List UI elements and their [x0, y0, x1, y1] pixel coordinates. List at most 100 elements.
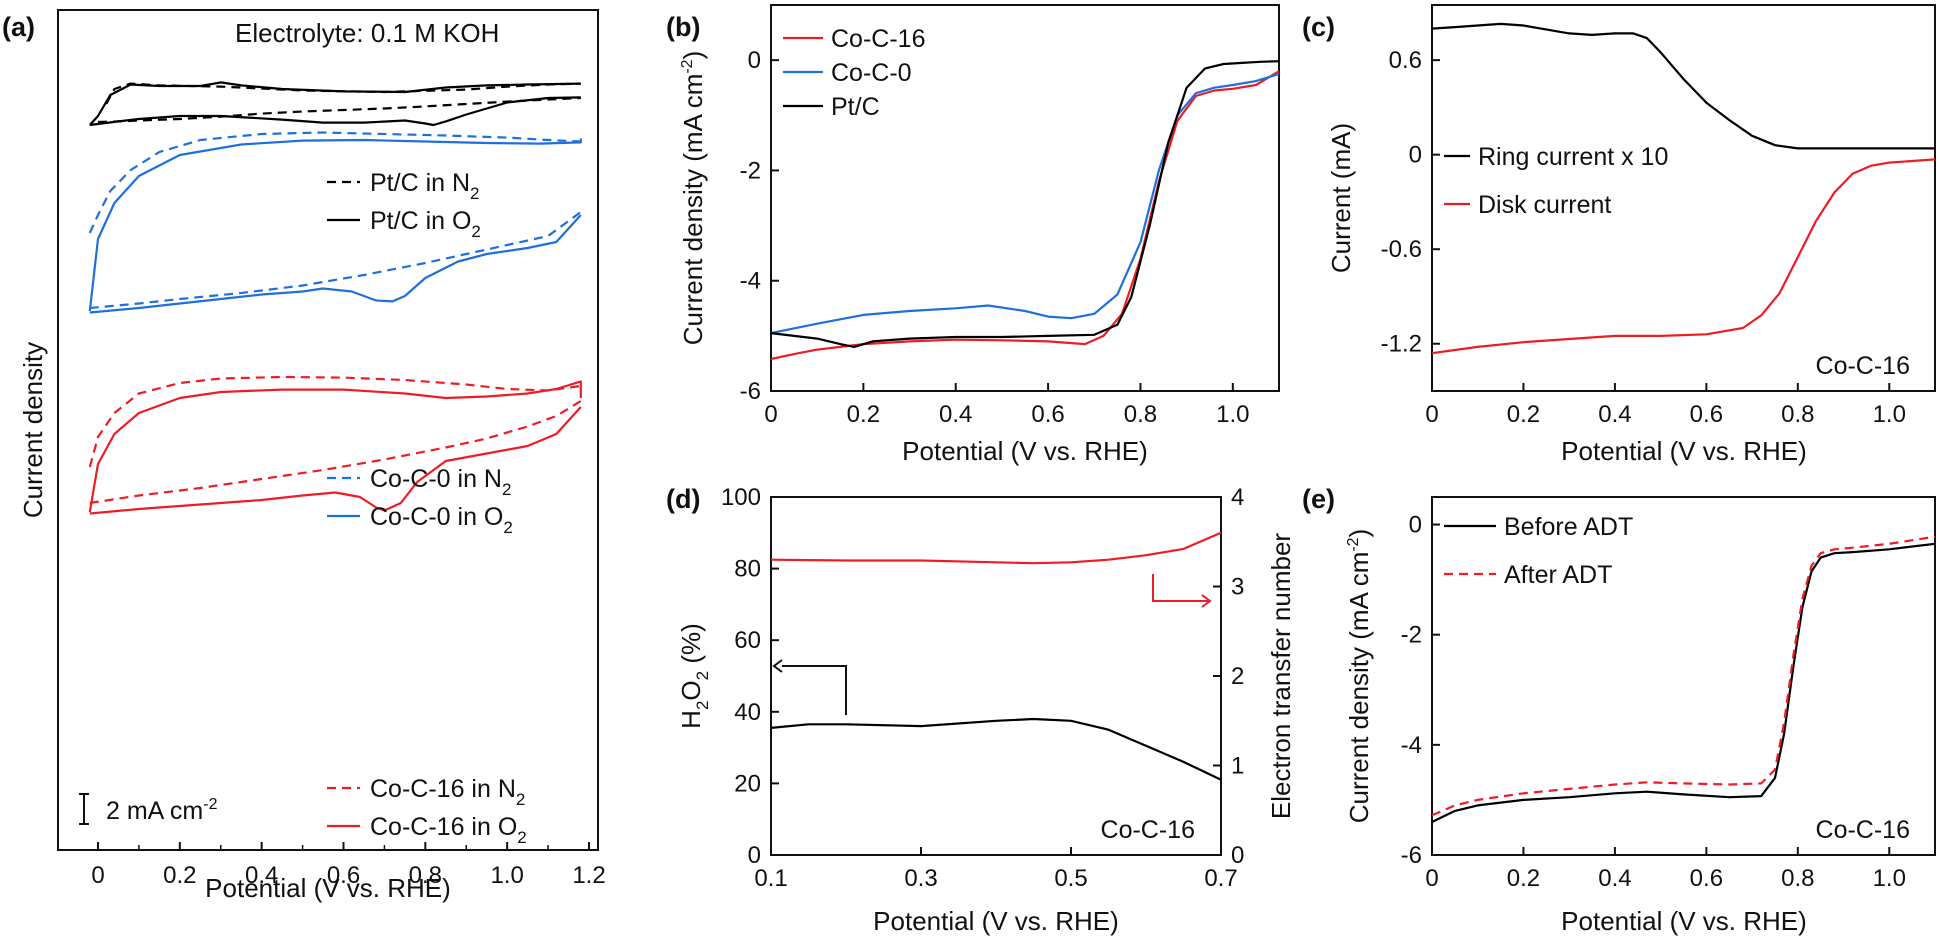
x-tick-label: 1.0	[1873, 865, 1906, 892]
y-tick-label: -4	[740, 268, 761, 295]
series-line-co-c-0	[770, 72, 1280, 335]
series-line-co-c-16-in-o2-lower	[89, 406, 582, 515]
x-tick-label: 0.2	[847, 401, 880, 428]
y-right-tick-label: 4	[1231, 484, 1244, 511]
legend-label-before-adt: Before ADT	[1504, 513, 1633, 541]
x-tick-label: 0.2	[1507, 401, 1540, 428]
y-tick-label: -1.2	[1381, 331, 1422, 358]
series-line-h2o2	[770, 717, 1222, 781]
x-tick-label: 0.6	[327, 862, 360, 889]
panel-a: (a) Electrolyte: 0.1 M KOH 0 0.2 0.4 0.6 0.8…	[2, 9, 606, 903]
panel-b-label: (b)	[666, 12, 700, 42]
panel-d-annotation: Co-C-16	[1101, 816, 1195, 844]
panel-b-xlabel: Potential (V vs. RHE)	[902, 436, 1148, 466]
x-tick-label: 0.2	[163, 862, 196, 889]
y-tick-label: 80	[734, 556, 761, 583]
series-line-pt-c-in-n2-lower	[97, 96, 581, 124]
x-tick-label: 0.6	[1690, 401, 1723, 428]
legend-label-pt-c-in-n2: Pt/C in N2	[370, 169, 480, 203]
x-tick-label: 0.8	[409, 862, 442, 889]
x-tick-label: 1.0	[490, 862, 523, 889]
panel-e-ticks: 0 0.2 0.4 0.6 0.8 1.0 0 -2 -4 -6	[1401, 512, 1906, 892]
x-tick-label: 0.4	[939, 401, 972, 428]
legend-label-after-adt: After ADT	[1504, 561, 1612, 589]
x-tick-label: 0.5	[1054, 865, 1087, 892]
panel-c-frame	[1431, 4, 1936, 392]
x-tick-label: 0.4	[1598, 401, 1631, 428]
y-tick-label: 60	[734, 627, 761, 654]
series-line-before-adt	[1431, 542, 1936, 823]
x-tick-label: 0	[91, 862, 104, 889]
x-tick-label: 0	[1425, 865, 1438, 892]
right-axis-arrowhead	[1201, 594, 1212, 608]
series-line-electron-transfer-number	[770, 531, 1222, 565]
y-right-tick-label: 1	[1231, 753, 1244, 780]
y-tick-label: -2	[740, 157, 761, 184]
y-tick-label: -4	[1401, 732, 1422, 759]
panel-c-ylabel: Current (mA)	[1326, 123, 1356, 273]
y-tick-label: -2	[1401, 622, 1422, 649]
panel-d-ylabel-right: Electron transfer number	[1266, 533, 1296, 819]
panel-b-curves	[770, 60, 1280, 361]
series-line-co-c-0-in-n2-lower	[89, 211, 582, 310]
x-tick-label: 0.4	[245, 862, 278, 889]
y-tick-label: 0	[748, 842, 761, 869]
y-tick-label: 0	[1409, 512, 1422, 539]
panel-c-xlabel: Potential (V vs. RHE)	[1561, 436, 1807, 466]
panel-e-annotation: Co-C-16	[1816, 816, 1910, 844]
x-tick-label: 1.0	[1873, 401, 1906, 428]
panel-c-annotation: Co-C-16	[1816, 352, 1910, 380]
y-tick-label: 0	[748, 47, 761, 74]
y-tick-label: -6	[740, 378, 761, 405]
panel-a-x-ticks: 0 0.2 0.4 0.6 0.8 1.0 1.2	[91, 842, 606, 889]
panel-b-ticks: 0 0.2 0.4 0.6 0.8 1.0 0 -2 -4 -6	[740, 47, 1250, 428]
panel-a-frame	[57, 9, 599, 851]
panel-d-curves	[770, 531, 1222, 781]
series-line-pt-c-in-o2-lower	[89, 96, 581, 127]
panel-e-curves	[1431, 535, 1936, 823]
legend-label-co-c-16: Co-C-16	[831, 25, 925, 53]
x-tick-label: 0.7	[1204, 865, 1237, 892]
panel-e-xlabel: Potential (V vs. RHE)	[1561, 906, 1807, 936]
panel-c-label: (c)	[1302, 12, 1335, 42]
panel-b-ylabel: Current density (mA cm-2)	[678, 51, 708, 346]
series-line-pt-c-in-n2-upper	[105, 82, 581, 105]
x-tick-label: 0	[764, 401, 777, 428]
y-right-tick-label: 2	[1231, 663, 1244, 690]
panel-a-xlabel: Potential (V vs. RHE)	[205, 873, 451, 903]
y-tick-label: 100	[721, 484, 761, 511]
series-line-co-c-16-in-o2-upper	[88, 380, 582, 513]
y-right-tick-label: 0	[1231, 842, 1244, 869]
x-tick-label: 0.8	[1124, 401, 1157, 428]
legend-label-co-c-0-in-n2: Co-C-0 in N2	[370, 465, 511, 499]
x-tick-label: 0.4	[1598, 865, 1631, 892]
y-tick-label: 40	[734, 699, 761, 726]
panel-d-label: (d)	[666, 484, 700, 514]
x-tick-label: 0	[1425, 401, 1438, 428]
panel-e-frame	[1431, 496, 1936, 856]
x-tick-label: 1.0	[1216, 401, 1249, 428]
legend-label-co-c-0-in-o2: Co-C-0 in O2	[370, 503, 513, 537]
panel-a-curves	[88, 81, 582, 515]
panel-c: (c) 0 0.2 0.4 0.6 0.8 1.0 0.6 0 -0.6 -1.2 Potenti…	[1302, 4, 1936, 466]
x-tick-label: 0.2	[1507, 865, 1540, 892]
panel-a-title: Electrolyte: 0.1 M KOH	[235, 18, 499, 48]
x-tick-label: 0.3	[904, 865, 937, 892]
panel-d-xlabel: Potential (V vs. RHE)	[873, 906, 1119, 936]
panel-a-legend: Pt/C in N2 Pt/C in O2 Co-C-0 in N2 Co-C-0 i…	[327, 169, 527, 847]
panel-d-ylabel-left: H2O2 (%)	[676, 623, 712, 729]
panel-e: (e) 0 0.2 0.4 0.6 0.8 1.0 0 -2 -4 -6 Potential (V…	[1302, 484, 1936, 936]
series-line-after-adt	[1431, 535, 1936, 817]
panel-d-frame	[770, 496, 1222, 856]
scale-bar-label: 2 mA cm-2	[106, 796, 218, 825]
panel-a-label: (a)	[2, 12, 35, 42]
series-line-co-c-0-in-o2-lower	[89, 214, 582, 314]
x-tick-label: 0.6	[1031, 401, 1064, 428]
x-tick-label: 0.8	[1781, 401, 1814, 428]
x-tick-label: 1.2	[572, 862, 605, 889]
legend-label-disk-current: Disk current	[1478, 191, 1611, 219]
panel-a-scale-bar: 2 mA cm-2	[79, 793, 218, 825]
series-line-disk-current	[1431, 158, 1936, 355]
